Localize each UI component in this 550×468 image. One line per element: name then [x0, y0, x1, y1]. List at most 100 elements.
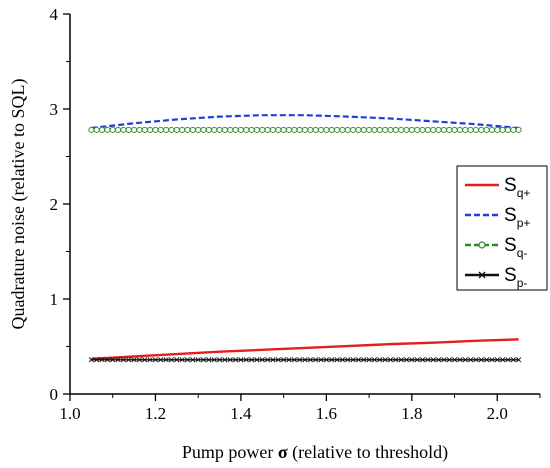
series-2-point-29: [243, 126, 250, 133]
series-3-point-33: [264, 357, 271, 363]
series-2-point-1: [93, 126, 100, 133]
series-3-point-55: [382, 357, 388, 363]
series-3-point-2: [99, 357, 105, 363]
series-2-point-53: [371, 126, 378, 133]
series-3-point-52: [366, 357, 372, 363]
series-3-point-30: [248, 357, 255, 363]
series-2-point-59: [403, 126, 410, 133]
series-2-point-2: [98, 126, 106, 133]
x-tick-label-1: 1.2: [145, 404, 166, 423]
series-3-point-13: [158, 357, 164, 363]
y-axis-label: Quadrature noise (relative to SQL): [8, 79, 29, 330]
series-3-point-6: [120, 357, 127, 363]
series-3-point-9: [136, 357, 143, 363]
series-3-point-46: [334, 357, 340, 363]
series-2-point-5: [115, 126, 122, 133]
series-3-point-27: [232, 357, 239, 363]
legend-label-main-1: S: [504, 205, 517, 226]
series-3-point-63: [425, 357, 431, 363]
series-2-point-78: [504, 126, 512, 133]
series-2-point-54: [376, 126, 383, 133]
legend-box: [456, 165, 548, 291]
x-tick-label-4: 1.8: [401, 404, 422, 423]
series-2-point-64: [430, 126, 437, 133]
legend-label-sub-2: q-: [517, 246, 528, 260]
series-3-point-45: [329, 357, 335, 363]
series-3-point-3: [104, 357, 111, 363]
series-3-point-4: [110, 357, 116, 363]
series-2-point-25: [221, 126, 228, 133]
series-2-point-9: [136, 126, 143, 133]
series-3-point-74: [483, 357, 490, 363]
series-3-point-59: [403, 357, 410, 363]
series-3-point-69: [457, 357, 463, 363]
series-2-point-68: [451, 126, 458, 133]
series-3-point-22: [206, 357, 212, 363]
x-axis-label-sigma: σ: [278, 442, 288, 462]
legend-label-2: Sq-: [504, 235, 527, 260]
series-2-point-31: [253, 126, 260, 133]
series-2-point-26: [227, 126, 234, 133]
series-line-0: [91, 338, 519, 361]
series-3-point-72: [473, 357, 479, 363]
series-3-point-57: [393, 357, 399, 363]
series-2-point-11: [147, 126, 154, 133]
series-2-point-23: [211, 126, 218, 133]
series-3-point-79: [510, 357, 516, 363]
series-3-point-38: [291, 357, 297, 363]
series-2-point-13: [157, 126, 164, 133]
series-3-point-53: [371, 357, 378, 363]
legend-label-0: Sq+: [504, 175, 530, 200]
series-2-point-27: [232, 126, 239, 133]
series-3-point-1: [94, 357, 100, 363]
series-2-point-44: [323, 126, 330, 133]
series-3-point-66: [441, 357, 447, 363]
series-2-point-56: [387, 126, 394, 133]
series-3-point-77: [499, 357, 506, 363]
series-2-point-14: [163, 126, 170, 133]
series-3-point-14: [163, 357, 169, 363]
series-3-point-62: [419, 357, 426, 363]
series-2-point-30: [248, 126, 255, 133]
series-2-point-80: [515, 126, 522, 133]
series-2-point-73: [478, 126, 485, 133]
x-tick-label-3: 1.6: [316, 404, 337, 423]
series-3-point-67: [446, 357, 452, 363]
series-3-point-29: [243, 357, 249, 363]
series-2-point-3: [104, 126, 111, 133]
series-3-point-19: [190, 357, 196, 363]
series-3-point-71: [467, 357, 474, 363]
series-2-point-57: [392, 126, 399, 133]
series-3-point-73: [478, 357, 484, 363]
y-tick-label-3: 3: [50, 100, 59, 119]
series-2-point-79: [510, 126, 517, 133]
series-2-point-43: [317, 126, 325, 133]
series-2-point-55: [382, 126, 389, 133]
series-3-point-18: [184, 357, 191, 363]
series-3-point-54: [377, 357, 383, 363]
series-2-point-50: [355, 126, 362, 133]
series-2-point-69: [456, 126, 463, 133]
series-3-point-51: [361, 357, 367, 363]
series-3-point-17: [179, 357, 185, 363]
series-2-point-6: [120, 126, 127, 133]
series-3-point-65: [435, 357, 442, 363]
x-axis-label: Pump power σ (relative to threshold): [182, 442, 448, 463]
x-axis-label-part-2: (relative to threshold): [288, 442, 448, 463]
series-3-point-58: [398, 357, 404, 363]
series-3-point-34: [270, 357, 276, 363]
series-2-point-72: [472, 126, 479, 133]
y-tick-label-4: 4: [50, 5, 59, 24]
series-2-point-39: [296, 126, 303, 133]
legend-label-sub-1: p+: [517, 216, 531, 230]
series-2-point-18: [184, 126, 191, 133]
series-3-point-31: [254, 357, 260, 363]
series-3-point-36: [281, 357, 287, 363]
series-2-point-37: [285, 126, 293, 133]
series-3-point-35: [275, 357, 281, 363]
series-2-point-33: [264, 126, 271, 133]
series-2-point-65: [435, 126, 442, 133]
series-2-point-28: [237, 126, 244, 133]
y-tick-label-1: 1: [50, 290, 59, 309]
